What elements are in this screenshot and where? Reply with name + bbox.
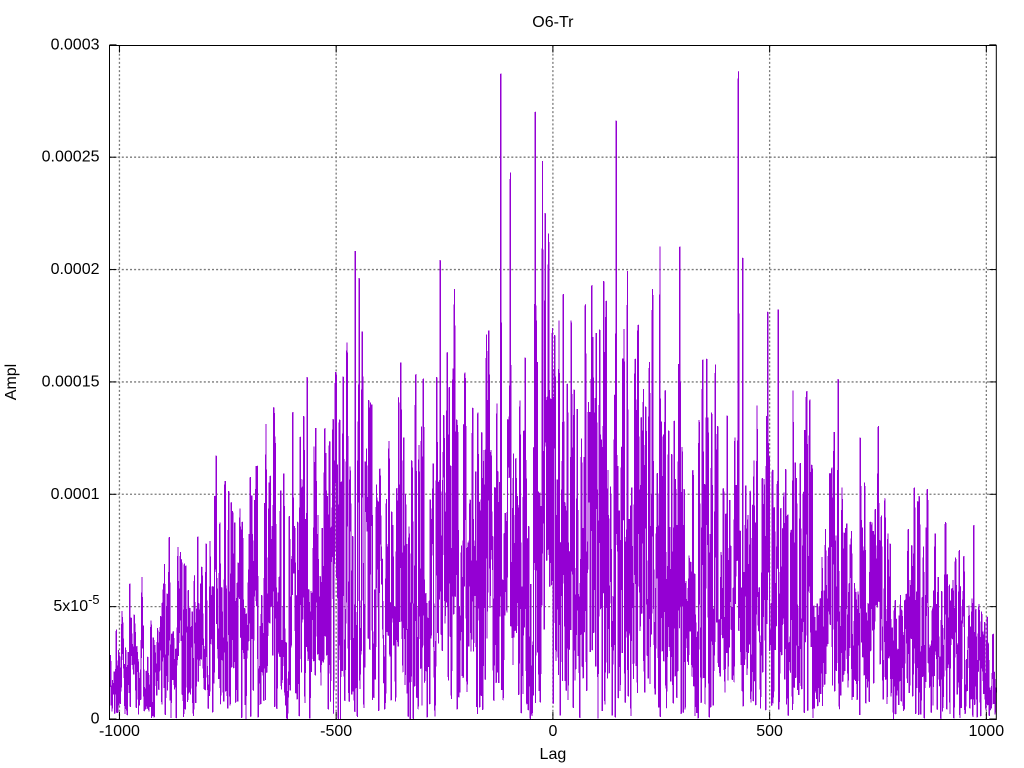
svg-text:0.0003: 0.0003 — [51, 36, 100, 53]
svg-text:0: 0 — [548, 723, 557, 740]
svg-text:0.0002: 0.0002 — [51, 261, 100, 278]
svg-text:Lag: Lag — [540, 746, 567, 763]
svg-text:0.00025: 0.00025 — [42, 149, 100, 166]
svg-text:0.0001: 0.0001 — [51, 486, 100, 503]
svg-text:5x10-5: 5x10-5 — [53, 592, 99, 615]
svg-text:-1000: -1000 — [99, 723, 140, 740]
svg-text:0.00015: 0.00015 — [42, 373, 100, 390]
svg-text:0: 0 — [91, 711, 100, 728]
svg-text:O6-Tr: O6-Tr — [532, 14, 574, 31]
svg-text:500: 500 — [756, 723, 783, 740]
svg-text:Ampl: Ampl — [3, 364, 20, 400]
svg-text:-500: -500 — [320, 723, 352, 740]
svg-text:1000: 1000 — [969, 723, 1005, 740]
